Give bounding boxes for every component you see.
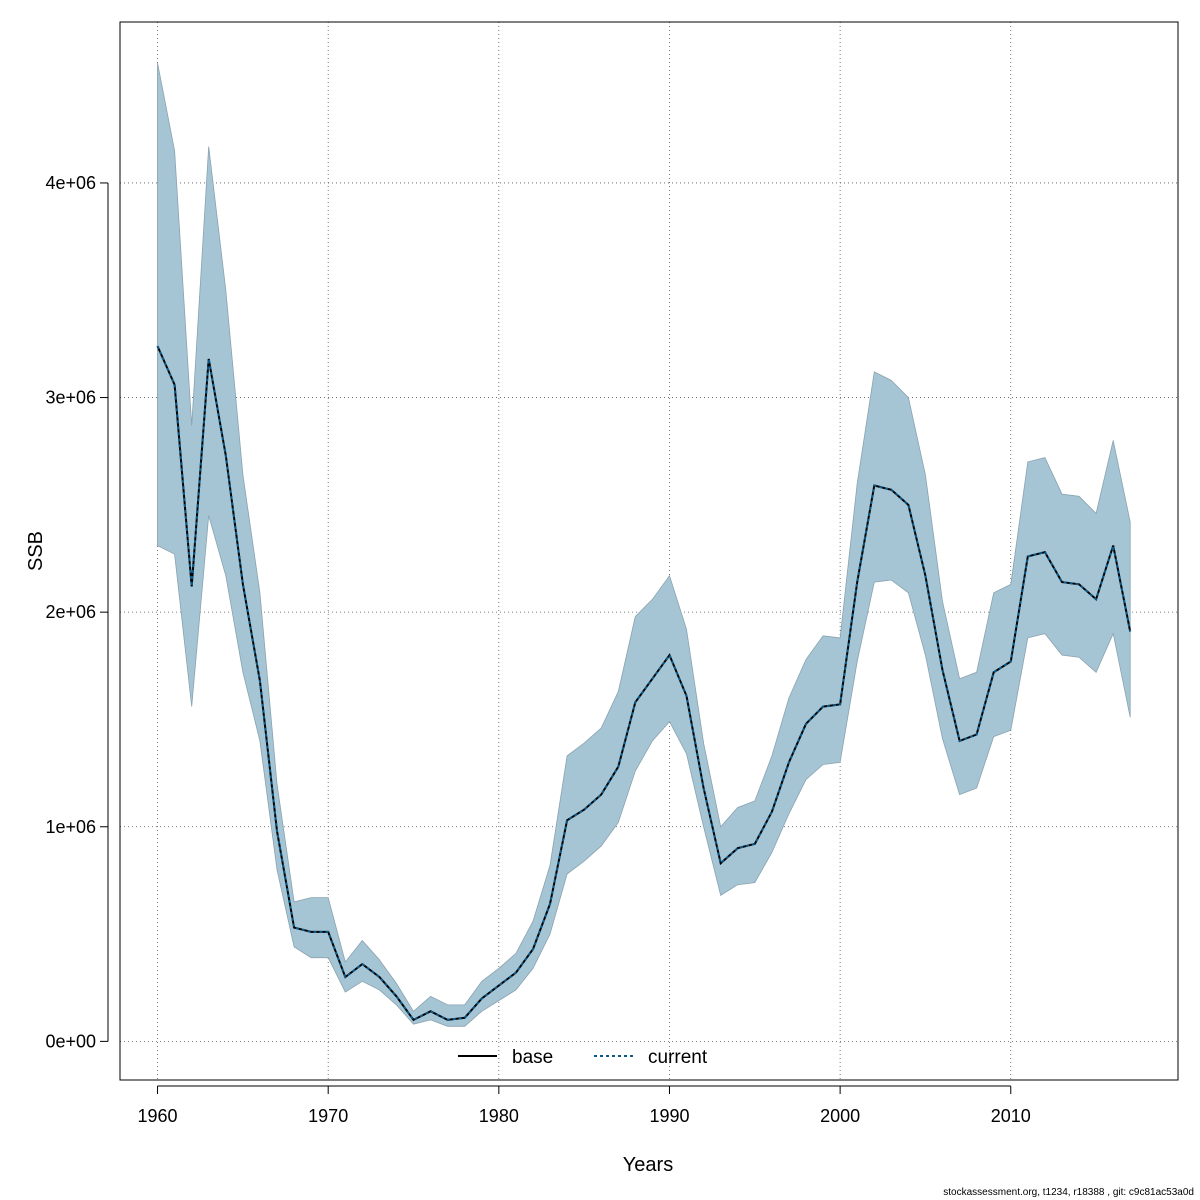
y-tick-label: 1e+06 xyxy=(45,817,96,837)
series-lines xyxy=(156,345,1132,1022)
x-tick-label: 1980 xyxy=(479,1106,519,1126)
footnote: stockassessment.org, t1234, r18388 , git… xyxy=(943,1187,1194,1198)
legend-base-label: base xyxy=(512,1047,553,1068)
y-tick-label: 4e+06 xyxy=(45,173,96,193)
confidence-band xyxy=(157,62,1131,1027)
y-tick-label: 3e+06 xyxy=(45,388,96,408)
legend-current-label: current xyxy=(648,1047,708,1068)
x-tick-label: 2000 xyxy=(820,1106,860,1126)
series-line-current xyxy=(156,345,1132,1022)
y-tick-label: 2e+06 xyxy=(45,602,96,622)
x-axis: 1960 1970 1980 1990 2000 2010 xyxy=(138,1085,1031,1126)
plot-frame xyxy=(119,21,1179,1081)
x-tick-label: 1990 xyxy=(649,1106,689,1126)
x-tick-label: 1960 xyxy=(138,1106,178,1126)
legend: base current xyxy=(458,1047,708,1068)
y-axis-title: SSB xyxy=(25,531,47,571)
y-axis: 0e+00 1e+06 2e+06 3e+06 4e+06 xyxy=(45,173,109,1051)
x-axis-title: Years xyxy=(623,1154,673,1176)
x-tick-label: 1970 xyxy=(308,1106,348,1126)
y-tick-label: 0e+00 xyxy=(45,1031,96,1051)
x-tick-label: 2010 xyxy=(991,1106,1031,1126)
